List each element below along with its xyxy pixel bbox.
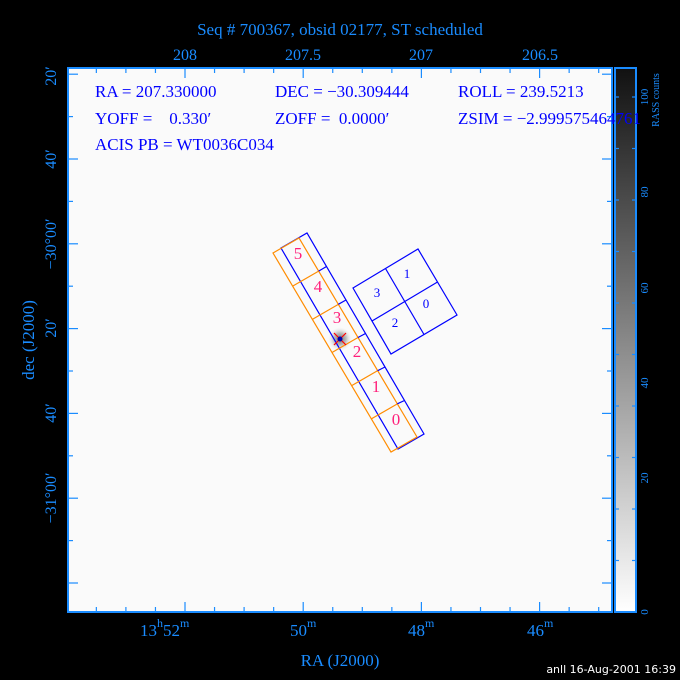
bottom-tick-label: 48m <box>408 616 435 640</box>
plot-title: Seq # 700367, obsid 02177, ST scheduled <box>197 20 483 39</box>
colorbar-tick-label: 40 <box>639 377 651 389</box>
acis-s-chip-label: 5 <box>294 244 303 263</box>
x-axis-label: RA (J2000) <box>301 651 380 670</box>
left-tick-label: 20′ <box>43 318 60 338</box>
target-marker <box>333 332 347 346</box>
acis-i-outline <box>352 248 458 355</box>
acis-s-chip-label: 4 <box>314 277 323 296</box>
acis-i-chip-label: 3 <box>374 285 381 300</box>
acis-s-blue-divider <box>338 299 347 305</box>
axis-ticks <box>68 68 612 612</box>
acis-s-chip-dividers <box>292 265 405 420</box>
y-axis-label: dec (J2000) <box>19 300 38 380</box>
acis-s-blue-divider <box>397 399 405 405</box>
left-tick-label: −30°00′ <box>43 219 60 270</box>
colorbar-tick-label: 0 <box>639 609 651 615</box>
top-tick-label: 207.5 <box>285 47 321 64</box>
bottom-tick-label: 50m <box>290 616 317 640</box>
info-roll: ROLL = 239.5213 <box>458 82 584 101</box>
colorbar-tick-label: 20 <box>639 472 651 484</box>
top-tick-label: 207 <box>409 47 433 64</box>
acis-i-divider <box>371 281 438 322</box>
left-tick-label: 40′ <box>43 403 60 423</box>
bottom-tick-label: 13h52m <box>140 616 190 640</box>
bottom-tick-label: 46m <box>527 616 554 640</box>
acis-s-chip-label: 2 <box>353 342 362 361</box>
acis-s-blue-divider <box>318 265 327 272</box>
acis-i-chip-label: 2 <box>392 315 399 330</box>
acis-s-chip-divider <box>371 403 398 420</box>
acis-s-blue-divider <box>377 366 386 372</box>
info-dec: DEC = −30.309444 <box>275 82 409 101</box>
info-acis-pb: ACIS PB = WT0036C034 <box>95 135 274 154</box>
info-ra: RA = 207.330000 <box>95 82 217 101</box>
acis-s-chip-label: 1 <box>372 377 381 396</box>
colorbar-label: RASS counts <box>651 73 662 127</box>
acis-s-chip-divider <box>351 370 378 387</box>
acis-s-blue-divider <box>357 332 366 339</box>
info-zsim: ZSIM = −2.999575464761 <box>458 109 641 128</box>
acis-s-chip-divider <box>312 303 339 320</box>
info-zoff: ZOFF = 0.0000′ <box>275 109 389 128</box>
acis-s-chip-label: 3 <box>333 308 342 327</box>
acis-s-chip-label: 0 <box>392 410 401 429</box>
left-tick-label: 40′ <box>43 149 60 169</box>
colorbar <box>614 67 637 613</box>
acis-s-chip-divider <box>292 270 319 287</box>
acis-i-chip-label: 1 <box>404 266 411 281</box>
info-yoff: YOFF = 0.330′ <box>95 109 211 128</box>
top-tick-label: 208 <box>173 47 197 64</box>
left-tick-label: 20′ <box>43 66 60 86</box>
colorbar-tick-label: 60 <box>639 282 651 294</box>
top-tick-label: 206.5 <box>522 47 558 64</box>
left-tick-label: −31°00′ <box>43 473 60 524</box>
acis-i-chip-label: 0 <box>423 296 430 311</box>
acis-s-chip-divider <box>331 336 359 354</box>
colorbar-tick-label: 80 <box>639 186 651 198</box>
colorbar-tick-label: 100 <box>639 88 651 105</box>
colorbar-ticks <box>615 96 636 562</box>
footer-timestamp: anll 16-Aug-2001 16:39 <box>546 663 676 676</box>
